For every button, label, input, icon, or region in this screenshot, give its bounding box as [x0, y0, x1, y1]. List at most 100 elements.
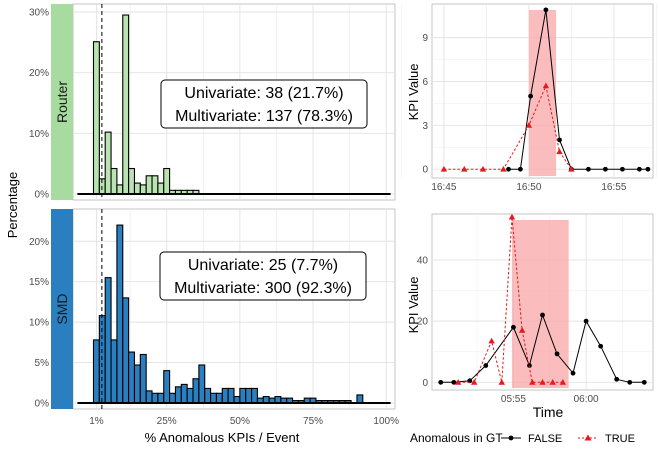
bottom-line-x-tick-label: 05:55 — [501, 394, 526, 405]
router-strip — [51, 4, 73, 200]
router-bar — [110, 167, 118, 195]
histogram-x-tick-label: 100% — [373, 416, 399, 427]
smd-bar — [356, 394, 364, 404]
smd-bar — [92, 339, 100, 404]
router-annotation-text: Multivariate: 137 (78.3%) — [175, 108, 353, 125]
bottom-line-series-true-point — [559, 379, 567, 385]
bottom-line-series-true-point — [508, 213, 516, 220]
smd-bar — [110, 339, 118, 404]
bottom-line-series-false-point — [554, 351, 560, 357]
smd-bar — [174, 386, 182, 404]
top-line-y-tick-label: 6 — [422, 77, 428, 88]
router-annotation-text: Univariate: 38 (21.7%) — [184, 85, 343, 102]
smd-bar — [157, 392, 165, 404]
smd-annotation-text: Univariate: 25 (7.7%) — [188, 257, 338, 274]
smd-bar — [227, 387, 235, 404]
top-line-series-false-point — [645, 166, 651, 172]
bottom-line-series-true-point — [518, 327, 526, 333]
bottom-line-series-true-point — [549, 379, 556, 385]
smd-bar — [210, 392, 217, 404]
smd-bar — [180, 383, 188, 404]
bottom-line-series-false-point — [483, 363, 489, 368]
top-line-series-false-point — [506, 166, 511, 172]
top-line-series-true-point — [568, 165, 575, 172]
top-line-x-tick-label: 16:45 — [431, 182, 456, 193]
router-bar — [163, 167, 171, 195]
legend-true-label: TRUE — [605, 433, 635, 445]
bottom-line-series-true-point — [470, 379, 478, 385]
top-line-y-tick-label: 9 — [422, 33, 428, 44]
bottom-line-series-false-point — [540, 312, 545, 318]
router-bar — [128, 167, 136, 195]
legend-false-label: FALSE — [528, 433, 562, 445]
bottom-line-series-true-point — [498, 379, 505, 385]
top-line-series-true-point — [525, 122, 533, 128]
bottom-line-series-false-line — [440, 313, 645, 383]
bottom-line-series-false-point — [627, 379, 633, 385]
smd-bar — [133, 364, 141, 404]
bottom-line-y-tick-label: 20 — [417, 317, 429, 328]
smd-bar — [104, 277, 112, 404]
bottom-line-y-tick-label: 0 — [422, 378, 428, 389]
top-line-series-false-point — [528, 93, 533, 99]
router-bar — [104, 131, 112, 195]
top-line-series-false-point — [637, 166, 642, 172]
bottom-line-series-false-point — [570, 370, 576, 376]
legend-title: Anomalous in GT — [410, 431, 503, 445]
top-line-y-axis-title: KPI Value — [406, 64, 421, 121]
histogram-x-tick-label: 25% — [157, 416, 177, 427]
router-annotation-box — [160, 79, 368, 129]
smd-y-tick-label: 5% — [35, 358, 50, 369]
bottom-line-x-axis-title: Time — [533, 404, 564, 420]
top-line-series-false-point — [603, 166, 608, 172]
smd-bar — [151, 392, 159, 404]
smd-bar — [163, 370, 171, 404]
router-y-tick-label: 30% — [29, 8, 49, 19]
bottom-line-series-false-point — [511, 324, 516, 330]
bottom-line-series-true-point — [529, 379, 536, 385]
router-y-tick-label: 10% — [29, 129, 49, 140]
smd-annotation-box — [159, 251, 367, 301]
top-line-x-tick-label: 16:55 — [601, 182, 626, 193]
router-strip-label: Router — [54, 81, 70, 123]
smd-bar — [169, 392, 177, 404]
router-bar — [151, 175, 159, 195]
bottom-line-series-true-point — [539, 379, 546, 385]
router-y-tick-label: 20% — [29, 68, 49, 79]
router-bar — [92, 41, 100, 195]
bottom-line-series-true-point — [488, 337, 495, 344]
smd-bar — [204, 387, 212, 404]
smd-bar — [251, 387, 258, 404]
smd-bar — [122, 297, 130, 404]
histogram-x-axis-title: % Anomalous KPIs / Event — [145, 430, 300, 445]
top-line-series-true-point — [440, 165, 448, 172]
top-line-x-tick-label: 16:50 — [516, 182, 541, 193]
router-bar — [145, 175, 153, 195]
router-bar — [122, 14, 130, 195]
smd-y-tick-label: 10% — [29, 318, 49, 329]
top-line-series-true-point — [461, 165, 468, 172]
smd-bar — [192, 378, 200, 404]
smd-bar — [198, 364, 206, 404]
smd-y-tick-label: 15% — [29, 277, 49, 288]
top-line-y-tick-label: 0 — [422, 165, 428, 176]
smd-y-tick-label: 20% — [29, 237, 49, 248]
smd-strip-label: SMD — [54, 293, 70, 324]
top-line-y-tick-label: 3 — [422, 121, 428, 132]
smd-bar — [145, 390, 153, 404]
router-y-tick-label: 0% — [35, 190, 50, 201]
smd-bar — [221, 387, 229, 404]
bottom-line-anomaly-window — [511, 220, 569, 388]
smd-bar — [186, 387, 194, 404]
legend: Anomalous in GT FALSE TRUE — [410, 431, 635, 445]
bottom-line-series-false-point — [583, 318, 589, 324]
bottom-line-series-false-point — [438, 379, 444, 385]
router-bar — [116, 184, 124, 195]
bottom-line-series-true-line — [458, 217, 563, 383]
top-line-series-false-point — [557, 137, 562, 143]
smd-annotation-text: Multivariate: 300 (92.3%) — [174, 280, 352, 297]
bottom-line-x-tick-label: 06:00 — [574, 394, 599, 405]
smd-bar — [128, 351, 136, 404]
top-line-series-false-point — [543, 7, 549, 13]
